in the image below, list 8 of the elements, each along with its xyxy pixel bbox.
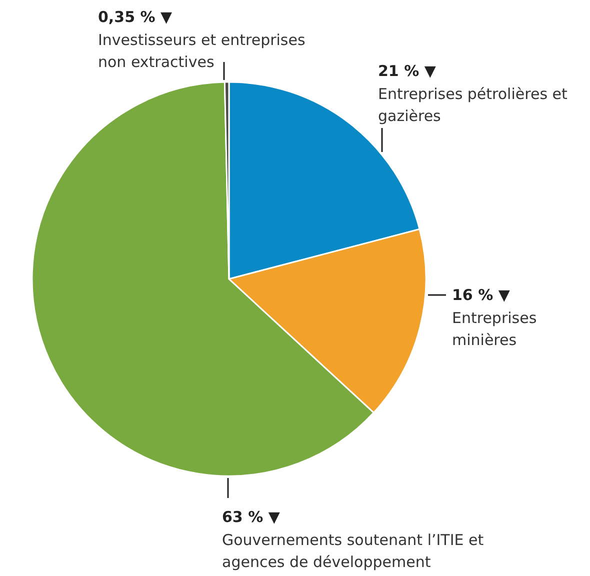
data-label: 16 % ▼ (452, 286, 510, 304)
data-label: 63 % ▼ (222, 508, 280, 526)
slice-label: Gouvernements soutenant l’ITIE et agences de développement (222, 531, 484, 571)
slice-label: Investisseurs et entreprises non extractives (98, 31, 306, 71)
data-label: 21 % ▼ (378, 62, 436, 80)
slice-label: Entreprises minières (452, 309, 537, 349)
slice-label: Entreprises pétrolières et gazières (378, 85, 568, 125)
data-label: 0,35 % ▼ (98, 8, 172, 26)
